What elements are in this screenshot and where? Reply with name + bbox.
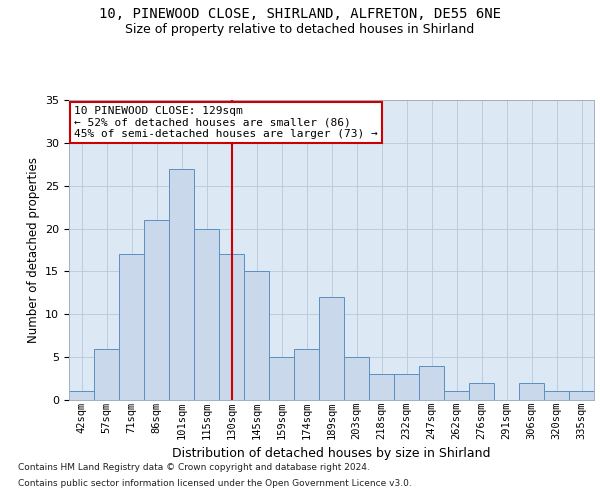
Bar — [469, 383, 494, 400]
Bar — [219, 254, 244, 400]
Text: Contains HM Land Registry data © Crown copyright and database right 2024.: Contains HM Land Registry data © Crown c… — [18, 464, 370, 472]
Bar — [294, 348, 319, 400]
Bar — [194, 228, 219, 400]
X-axis label: Distribution of detached houses by size in Shirland: Distribution of detached houses by size … — [172, 447, 491, 460]
Text: Size of property relative to detached houses in Shirland: Size of property relative to detached ho… — [125, 22, 475, 36]
Bar — [544, 392, 569, 400]
Bar — [394, 374, 419, 400]
Text: 10, PINEWOOD CLOSE, SHIRLAND, ALFRETON, DE55 6NE: 10, PINEWOOD CLOSE, SHIRLAND, ALFRETON, … — [99, 8, 501, 22]
Y-axis label: Number of detached properties: Number of detached properties — [26, 157, 40, 343]
Text: 10 PINEWOOD CLOSE: 129sqm
← 52% of detached houses are smaller (86)
45% of semi-: 10 PINEWOOD CLOSE: 129sqm ← 52% of detac… — [74, 106, 378, 139]
Text: Contains public sector information licensed under the Open Government Licence v3: Contains public sector information licen… — [18, 478, 412, 488]
Bar — [344, 357, 369, 400]
Bar — [69, 392, 94, 400]
Bar — [244, 272, 269, 400]
Bar — [444, 392, 469, 400]
Bar — [94, 348, 119, 400]
Bar — [119, 254, 144, 400]
Bar — [419, 366, 444, 400]
Bar — [169, 168, 194, 400]
Bar — [519, 383, 544, 400]
Bar — [144, 220, 169, 400]
Bar — [269, 357, 294, 400]
Bar — [319, 297, 344, 400]
Bar — [369, 374, 394, 400]
Bar — [569, 392, 594, 400]
